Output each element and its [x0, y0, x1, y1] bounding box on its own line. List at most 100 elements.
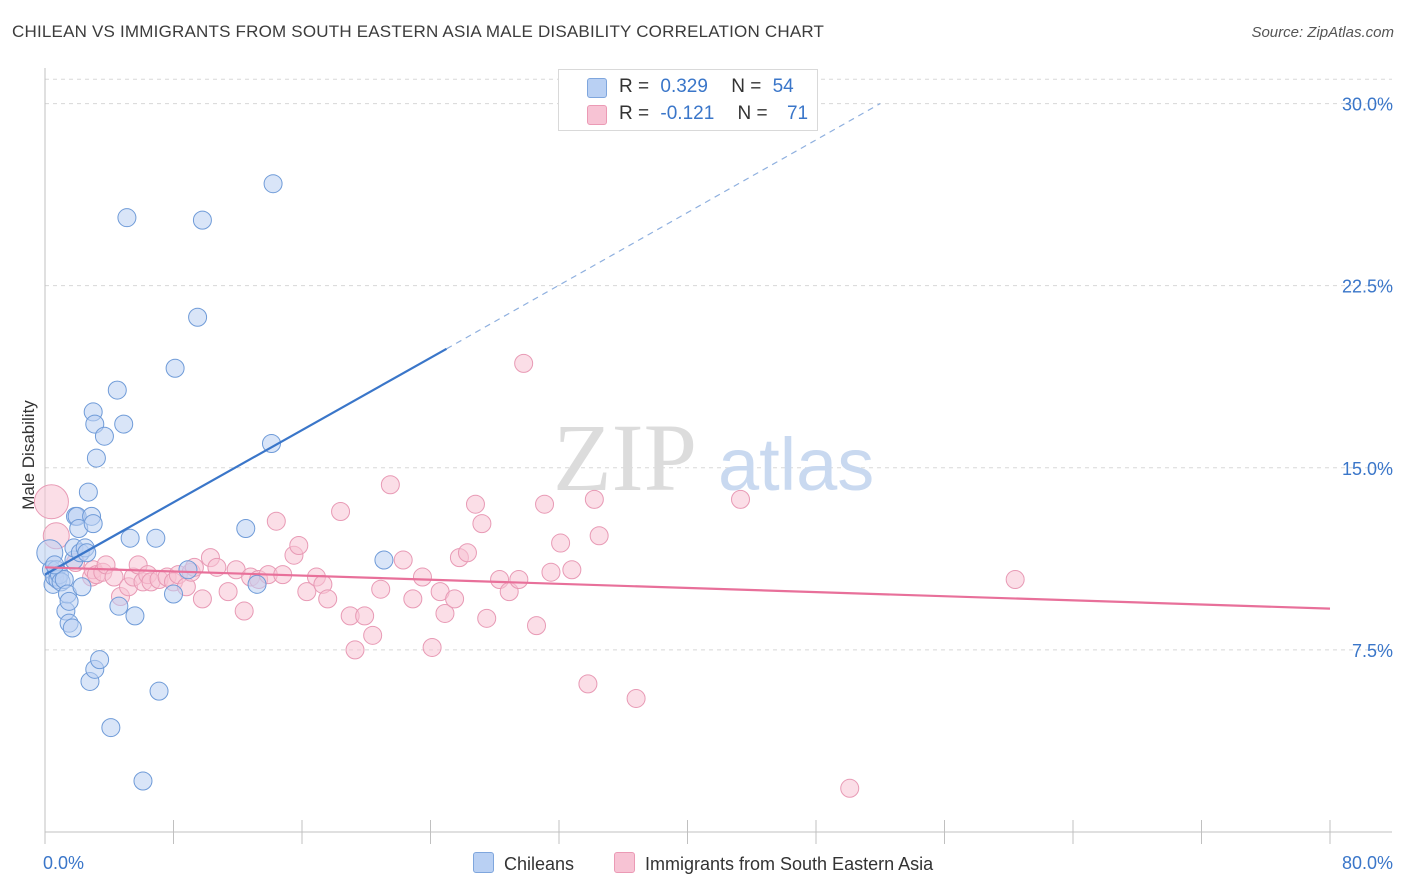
legend-pink-row: R = -0.121 N = 71	[619, 101, 808, 127]
chileans-point	[109, 596, 129, 616]
legend-pink-r-value: -0.121	[660, 103, 715, 124]
chileans-trendline	[44, 347, 448, 576]
correlation-legend: R = 0.329 N = 54 R = -0.121 N = 71	[558, 69, 818, 131]
immigrants-point	[234, 601, 254, 621]
legend-blue-n-value: 54	[772, 76, 794, 97]
immigrants-point	[589, 526, 609, 546]
chileans-point	[107, 380, 127, 400]
immigrants-point	[840, 778, 860, 798]
immigrants-point	[363, 625, 383, 645]
chart-title: CHILEAN VS IMMIGRANTS FROM SOUTH EASTERN…	[12, 22, 825, 41]
legend-blue-r-label: R =	[619, 76, 650, 97]
legend-chileans: Chileans	[473, 851, 574, 877]
chileans-point	[59, 591, 79, 611]
axis-labels: 7.5% 15.0% 22.5% 30.0% 0.0% 80.0% Male Disabil…	[19, 95, 1393, 873]
immigrants-point	[435, 603, 455, 623]
chileans-point	[165, 358, 185, 378]
immigrants-point	[578, 674, 598, 694]
chileans-point	[72, 577, 92, 597]
legend-pink-n-label: N =	[737, 103, 768, 124]
chileans-point	[83, 514, 103, 534]
y-tick-label-0: 7.5%	[1352, 641, 1393, 661]
y-tick-label-3: 30.0%	[1342, 95, 1393, 115]
legend-pink-swatch	[587, 105, 607, 125]
immigrants-point	[104, 567, 124, 587]
immigrants-point	[318, 589, 338, 609]
watermark: ZIP atlas	[553, 404, 874, 511]
immigrants-point	[412, 567, 432, 587]
chileans-point	[146, 528, 166, 548]
chileans-point	[247, 574, 267, 594]
chileans-point	[374, 550, 394, 570]
series-immigrants-points	[33, 353, 1025, 798]
legend-pink-r-label: R =	[619, 103, 650, 124]
legend-blue-r-value: 0.329	[660, 76, 708, 97]
immigrants-point	[297, 582, 317, 602]
chileans-trendline-extension	[446, 103, 881, 350]
immigrants-point	[584, 489, 604, 509]
immigrants-point	[331, 501, 351, 521]
chileans-point	[263, 174, 283, 194]
legend-immigrants-swatch	[614, 852, 635, 873]
immigrants-point	[514, 353, 534, 373]
immigrants-point	[218, 582, 238, 602]
legend-blue-row: R = 0.329 N = 54	[619, 74, 794, 100]
chileans-point	[94, 426, 114, 446]
chileans-point	[101, 718, 121, 738]
trendlines	[44, 103, 1331, 610]
y-tick-label-2: 22.5%	[1342, 277, 1393, 297]
chileans-point	[86, 448, 106, 468]
chileans-point	[236, 518, 256, 538]
chileans-point	[62, 618, 82, 638]
immigrants-point	[535, 494, 555, 514]
legend-immigrants-label: Immigrants from South Eastern Asia	[645, 854, 934, 874]
immigrants-point	[422, 637, 442, 657]
immigrants-point	[393, 550, 413, 570]
axes	[44, 68, 1392, 844]
x-tick-label-min: 0.0%	[43, 853, 84, 873]
immigrants-point	[355, 606, 375, 626]
chileans-point	[133, 771, 153, 791]
immigrants-point	[472, 514, 492, 534]
immigrants-point	[477, 608, 497, 628]
immigrants-point	[289, 535, 309, 555]
immigrants-point	[33, 484, 69, 520]
chileans-point	[114, 414, 134, 434]
chileans-point	[117, 208, 137, 228]
immigrants-point	[266, 511, 286, 531]
immigrants-point	[465, 494, 485, 514]
x-tick-label-max: 80.0%	[1342, 853, 1393, 873]
chileans-point	[78, 482, 98, 502]
immigrants-point	[731, 489, 751, 509]
source-label: Source: ZipAtlas.com	[1251, 24, 1394, 41]
immigrants-point	[509, 569, 529, 589]
immigrants-point	[371, 579, 391, 599]
y-axis-label: Male Disability	[19, 400, 38, 510]
watermark-zip: ZIP	[553, 404, 697, 511]
series-chileans-points	[36, 174, 394, 791]
immigrants-point	[445, 589, 465, 609]
immigrants-point	[562, 560, 582, 580]
chileans-point	[188, 307, 208, 327]
legend-pink-n-value: 71	[786, 103, 809, 124]
gridlines	[45, 78, 1392, 651]
immigrants-point	[541, 562, 561, 582]
chileans-point	[164, 584, 183, 604]
immigrants-point	[192, 589, 212, 609]
legend-blue-n-label: N =	[731, 76, 762, 97]
immigrants-point	[380, 475, 400, 495]
immigrants-point	[527, 616, 547, 636]
immigrants-point	[457, 543, 477, 563]
chileans-point	[192, 210, 212, 230]
immigrants-point	[403, 589, 423, 609]
chileans-point	[125, 606, 145, 626]
immigrants-trendline	[44, 566, 1331, 610]
y-tick-label-1: 15.0%	[1342, 459, 1393, 479]
chileans-point	[90, 650, 110, 670]
immigrants-point	[1005, 569, 1025, 589]
legend-immigrants: Immigrants from South Eastern Asia	[614, 851, 933, 877]
immigrants-point	[345, 640, 365, 660]
chileans-point	[178, 560, 198, 580]
immigrants-point	[626, 688, 646, 708]
